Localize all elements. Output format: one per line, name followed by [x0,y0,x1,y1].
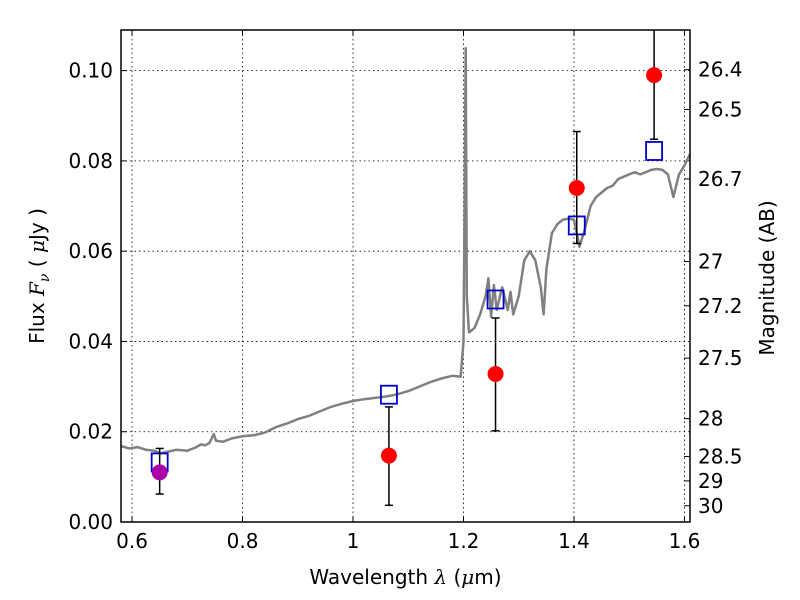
observed-point [380,447,397,464]
x-tick-label: 1.2 [448,529,480,553]
model-photometry-marker [380,384,398,405]
y2-tick-label: 29 [698,469,723,493]
y2-tick-label: 28.5 [698,445,743,469]
y2-tick-label: 27 [698,250,723,274]
y2-tick-label: 26.5 [698,97,743,121]
x-tick-label: 0.6 [116,529,148,553]
ticks: 0.6 0.8 1 1.2 1.4 1.6 0.00 0.02 0.04 0.06 0.08 0.10… [68,30,743,553]
y-tick-label: 0.06 [68,239,113,263]
y2-axis-title: Magnitude (AB) [755,200,779,355]
x-tick-label: 1.6 [669,529,701,553]
y-tick-label: 0.04 [68,329,113,353]
x-axis-title: Wavelength λ (μm) [309,565,501,589]
y2-tick-label: 26.7 [698,167,743,191]
x-tick-label: 1.4 [558,529,590,553]
data-layer [120,30,692,507]
y2-tick-label: 28 [698,407,723,431]
y-tick-label: 0.00 [68,510,113,534]
plot-frame [120,29,691,523]
y-tick-label: 0.02 [68,420,113,444]
observed-point [487,365,504,382]
plot-area [121,30,690,522]
x-tick-label: 1 [347,529,360,553]
sed-model-line [120,46,692,455]
y-axis-title: Flux Fν ( μJy ) [25,208,53,344]
model-photometry-marker [486,289,505,310]
observed-point [646,67,663,84]
y-tick-label: 0.08 [68,149,113,173]
y2-tick-label: 26.4 [698,58,743,82]
x-tick-label: 0.8 [227,529,259,553]
y2-tick-label: 27.5 [698,346,743,370]
y2-tick-label: 27.2 [698,294,743,318]
y2-tick-label: 30 [698,494,723,518]
observed-point [151,464,168,481]
observed-point [568,179,585,196]
y-tick-label: 0.10 [68,59,113,83]
model-photometry-marker [645,141,663,161]
